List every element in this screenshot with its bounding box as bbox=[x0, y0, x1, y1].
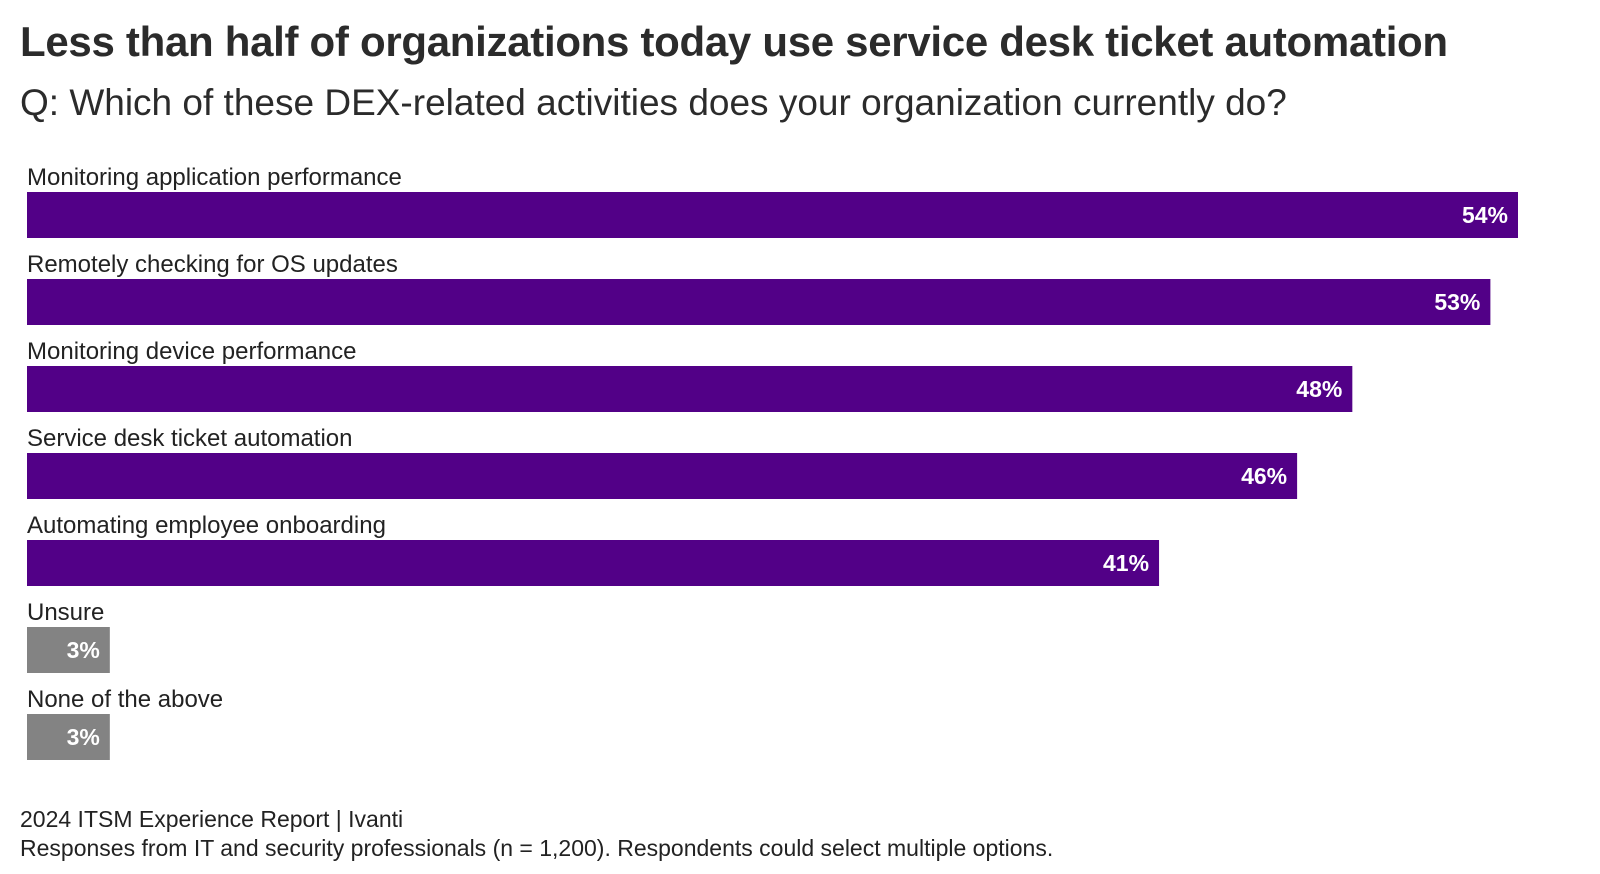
bar-value-label: 3% bbox=[67, 724, 100, 750]
bar bbox=[27, 627, 110, 673]
methodology-note: Responses from IT and security professio… bbox=[20, 835, 1054, 861]
bar-value-label: 41% bbox=[1103, 550, 1149, 576]
bar bbox=[27, 453, 1298, 499]
bar bbox=[27, 279, 1491, 325]
bar bbox=[27, 192, 1518, 238]
bar-value-label: 46% bbox=[1241, 463, 1287, 489]
bar bbox=[27, 366, 1353, 412]
bar-value-label: 54% bbox=[1462, 202, 1508, 228]
bar-value-label: 3% bbox=[67, 637, 100, 663]
category-label: Monitoring device performance bbox=[27, 338, 357, 365]
bar bbox=[27, 540, 1160, 586]
source-note: 2024 ITSM Experience Report | Ivanti bbox=[20, 806, 404, 832]
category-label: Remotely checking for OS updates bbox=[27, 251, 398, 278]
category-label: Service desk ticket automation bbox=[27, 425, 353, 452]
bar-chart: Monitoring application performance 54% Rem… bbox=[27, 164, 1518, 760]
chart-subtitle: Q: Which of these DEX-related activities… bbox=[20, 82, 1287, 123]
category-label: Automating employee onboarding bbox=[27, 512, 386, 539]
bar bbox=[27, 714, 110, 760]
bar-value-label: 53% bbox=[1434, 289, 1480, 315]
category-label: Unsure bbox=[27, 599, 104, 626]
category-label: Monitoring application performance bbox=[27, 164, 402, 191]
category-label: None of the above bbox=[27, 686, 223, 713]
bar-value-label: 48% bbox=[1296, 376, 1342, 402]
chart-title: Less than half of organizations today us… bbox=[20, 18, 1448, 65]
